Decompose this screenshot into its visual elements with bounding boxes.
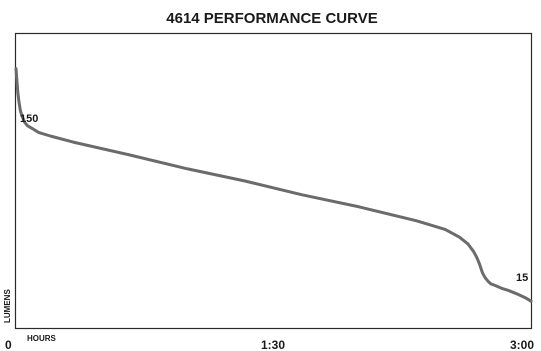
- x-tick-label: 0: [5, 338, 12, 351]
- y-axis-label: LUMENS: [3, 289, 12, 323]
- end-value-label: 15: [516, 272, 528, 284]
- x-axis-label: HOURS: [27, 334, 57, 343]
- start-value-label: 150: [20, 113, 38, 125]
- plot-frame: [14, 32, 533, 330]
- x-tick-label: 1:30: [261, 338, 285, 351]
- series-line-0: [14, 67, 533, 303]
- chart-title: 4614 PERFORMANCE CURVE: [166, 10, 377, 27]
- x-tick-label: 3:00: [510, 338, 534, 351]
